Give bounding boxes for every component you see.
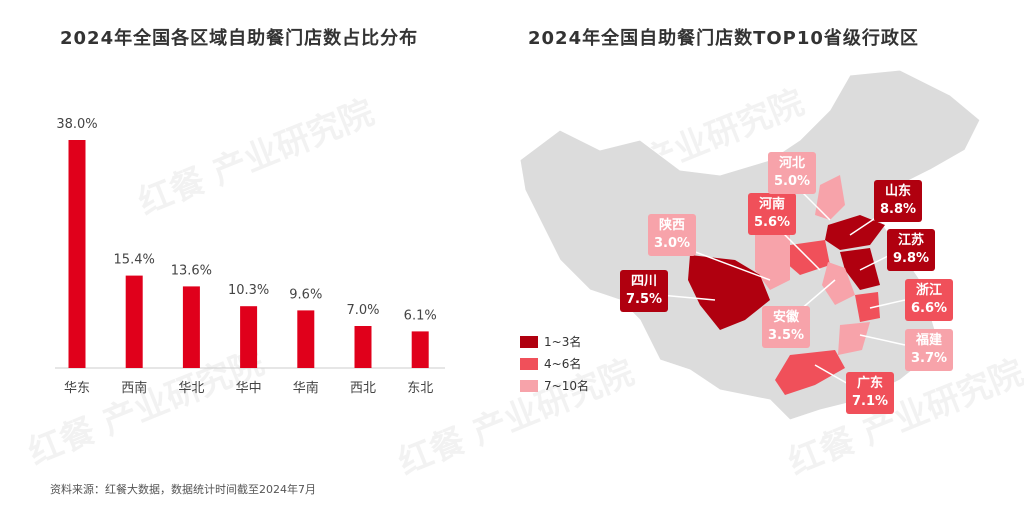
- bar-华南: [297, 310, 315, 368]
- bar-东北: [411, 331, 429, 368]
- province-name: 浙江: [916, 283, 943, 298]
- province-value: 3.5%: [768, 328, 805, 343]
- province-callout: 浙江 6.6%: [905, 279, 954, 321]
- data-label: 7.0%: [346, 303, 379, 318]
- province-value: 5.0%: [774, 174, 811, 189]
- province-value: 5.6%: [754, 215, 791, 230]
- province-name: 安徽: [773, 310, 800, 325]
- province-callout: 福建 3.7%: [905, 329, 954, 371]
- province-value: 8.8%: [880, 202, 917, 217]
- province-name: 广东: [857, 376, 884, 391]
- category-label: 华东: [64, 381, 90, 396]
- province-guangdong: [775, 350, 845, 395]
- legend-swatch: [520, 379, 538, 392]
- province-name: 福建: [916, 333, 943, 348]
- province-callout: 江苏 9.8%: [887, 229, 936, 271]
- province-name: 陕西: [659, 218, 686, 233]
- province-callout: 河北 5.0%: [768, 152, 817, 194]
- bar-华中: [240, 306, 258, 368]
- bar-华东: [68, 140, 86, 368]
- province-name: 山东: [885, 184, 912, 199]
- province-callout: 陕西 3.0%: [648, 214, 697, 256]
- bar-chart-title: 2024年全国各区域自助餐门店数占比分布: [60, 28, 419, 49]
- data-label: 10.3%: [228, 283, 269, 298]
- province-name: 河南: [759, 197, 786, 212]
- province-fujian: [838, 322, 870, 355]
- data-label: 13.6%: [171, 263, 212, 278]
- province-sichuan: [688, 255, 770, 330]
- province-anhui: [822, 262, 855, 305]
- province-name: 河北: [779, 156, 806, 171]
- province-hebei: [815, 175, 845, 220]
- province-value: 3.0%: [654, 236, 691, 251]
- data-label: 9.6%: [289, 287, 322, 302]
- legend-item-rank7-10: 7~10名: [520, 377, 589, 394]
- province-jiangsu: [840, 248, 880, 290]
- province-value: 7.5%: [626, 292, 663, 307]
- legend-swatch: [520, 357, 538, 370]
- province-callout: 广东 7.1%: [846, 372, 895, 414]
- province-name: 江苏: [898, 233, 925, 248]
- category-label: 华中: [236, 381, 262, 396]
- category-label: 华北: [178, 381, 204, 396]
- data-label: 15.4%: [114, 253, 155, 268]
- bar-chart: 38.0% 华东 15.4% 西南 13.6% 华北 10.3% 华中 9.6% 华南 7.0% 西北…: [55, 117, 445, 396]
- legend-item-rank4-6: 4~6名: [520, 355, 581, 372]
- bar-西南: [125, 275, 143, 368]
- province-callout: 山东 8.8%: [874, 180, 923, 222]
- category-label: 西南: [121, 380, 147, 396]
- category-label: 西北: [350, 381, 376, 396]
- legend-label: 4~6名: [544, 357, 582, 371]
- bar-西北: [354, 326, 372, 368]
- province-callout: 河南 5.6%: [748, 193, 797, 235]
- province-value: 7.1%: [852, 394, 889, 409]
- map-title: 2024年全国自助餐门店数TOP10省级行政区: [528, 28, 919, 49]
- province-name: 四川: [631, 274, 658, 289]
- legend-label: 7~10名: [544, 379, 589, 393]
- province-shaanxi: [755, 230, 790, 290]
- province-callout: 安徽 3.5%: [762, 306, 811, 348]
- category-label: 华南: [293, 380, 319, 396]
- bar-华北: [182, 286, 200, 368]
- province-value: 3.7%: [911, 351, 948, 366]
- legend-swatch: [520, 335, 538, 348]
- province-value: 9.8%: [893, 251, 930, 266]
- category-label: 东北: [407, 381, 433, 396]
- legend-label: 1~3名: [544, 335, 582, 349]
- data-label: 6.1%: [404, 308, 437, 323]
- legend-item-rank1-3: 1~3名: [520, 333, 581, 350]
- province-value: 6.6%: [911, 301, 948, 316]
- data-label: 38.0%: [56, 117, 97, 132]
- province-zhejiang: [855, 292, 880, 322]
- source-note: 资料来源：红餐大数据，数据统计时间截至2024年7月: [50, 483, 316, 496]
- province-callout: 四川 7.5%: [620, 270, 669, 312]
- callout-lines: [659, 189, 906, 386]
